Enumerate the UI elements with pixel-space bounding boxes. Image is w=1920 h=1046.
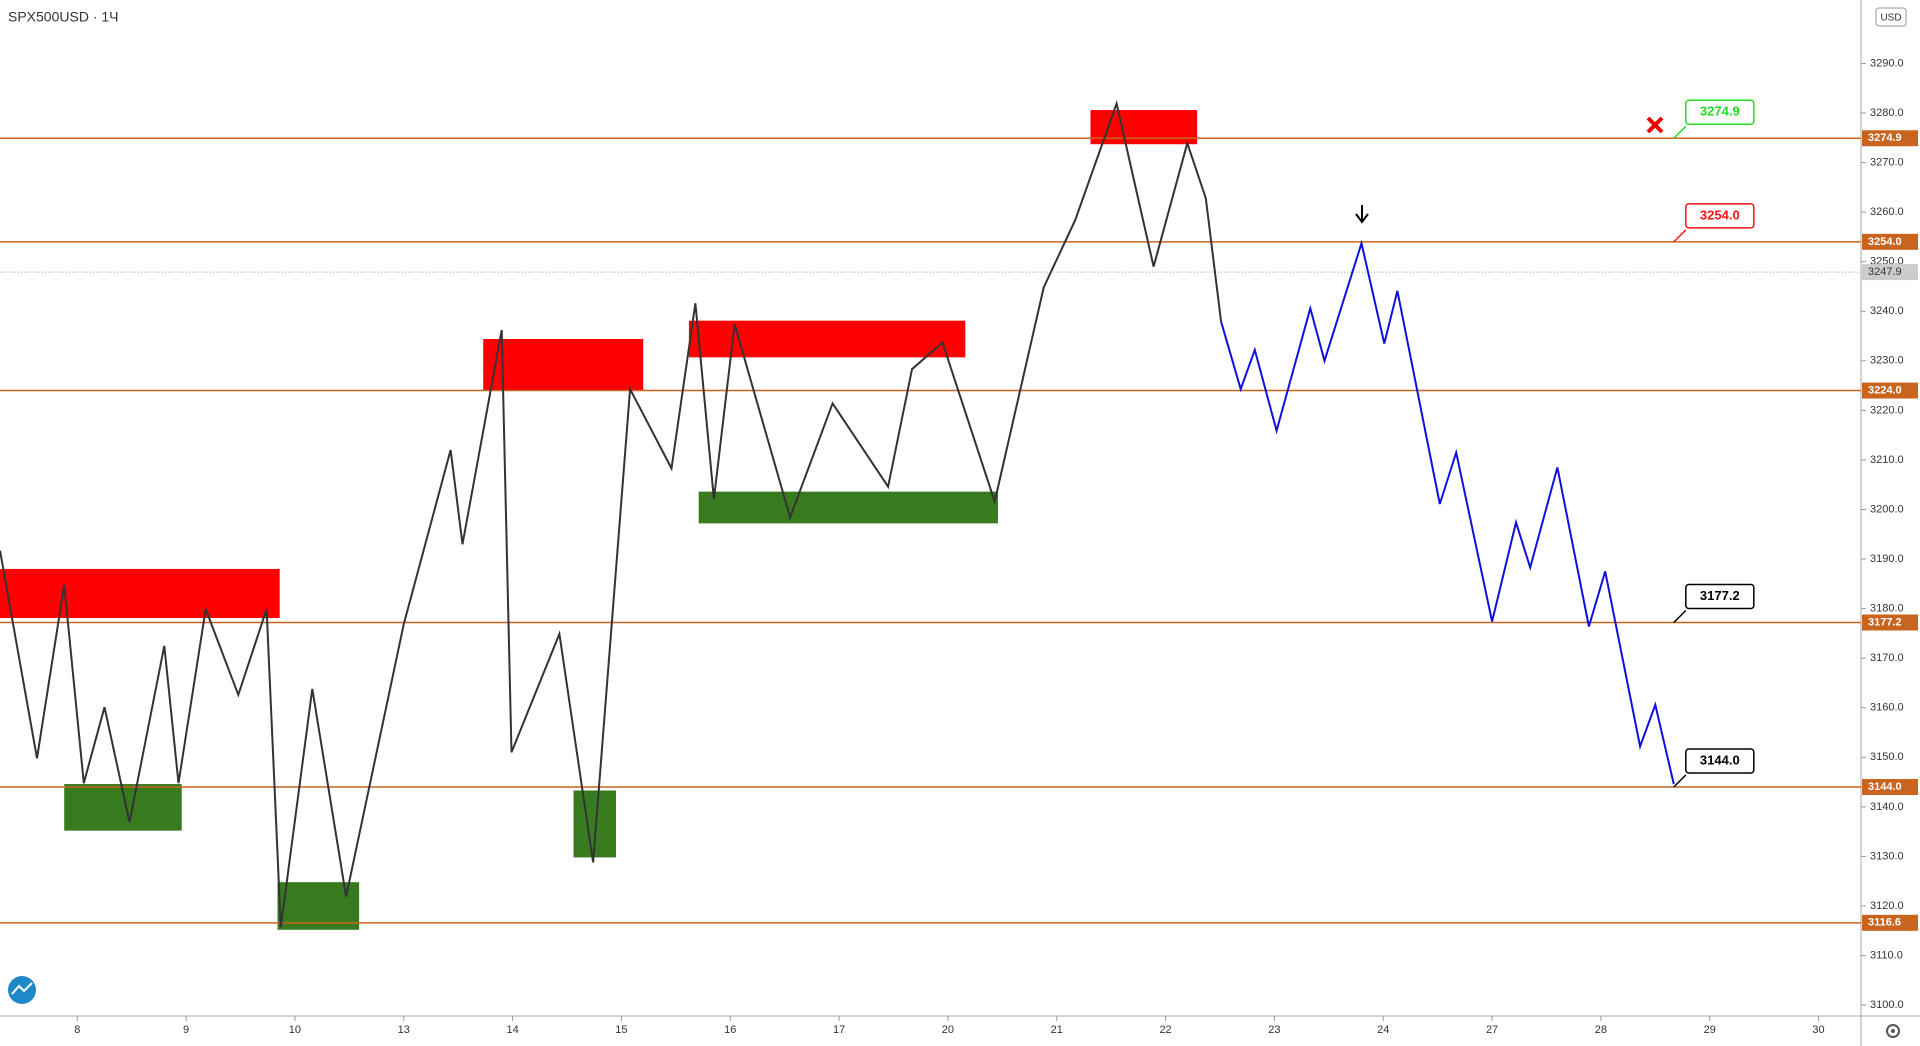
y-tick-label: 3280.0 <box>1870 107 1904 119</box>
chart-title: SPX500USD · 1Ч <box>8 9 119 25</box>
x-tick-label: 17 <box>833 1024 845 1036</box>
x-tick-label: 8 <box>74 1024 80 1036</box>
price-line <box>1220 239 1675 785</box>
x-tick-label: 9 <box>183 1024 189 1036</box>
level-tag-label: 3254.0 <box>1868 236 1902 248</box>
x-tick-label: 27 <box>1486 1024 1498 1036</box>
price-line <box>0 100 1223 928</box>
zone <box>698 491 998 524</box>
target-box <box>1685 748 1755 774</box>
target-label: 3274.9 <box>1700 104 1740 119</box>
x-tick-label: 23 <box>1268 1024 1280 1036</box>
logo[interactable] <box>8 976 36 1004</box>
sell-arrow <box>1355 205 1369 224</box>
level-tag <box>1862 130 1918 147</box>
target-leader <box>1673 774 1687 788</box>
y-tick-label: 3210.0 <box>1870 454 1904 466</box>
x-tick-label: 14 <box>506 1024 518 1036</box>
target-label: 3177.2 <box>1700 588 1740 603</box>
y-tick-label: 3130.0 <box>1870 850 1904 862</box>
y-tick-label: 3170.0 <box>1870 652 1904 664</box>
level-tag-label: 3116.6 <box>1868 917 1901 929</box>
last-price-label: 3247.9 <box>1868 266 1902 278</box>
level-tag <box>1862 233 1918 250</box>
level-tag <box>1862 779 1918 796</box>
target-label: 3144.0 <box>1700 752 1740 767</box>
target-box <box>1685 583 1755 610</box>
level-tag <box>1862 382 1918 399</box>
y-tick-label: 3180.0 <box>1870 603 1904 615</box>
currency-box[interactable] <box>1875 7 1907 27</box>
target-leader <box>1673 125 1687 139</box>
zone <box>1090 110 1198 145</box>
last-price-tag <box>1862 264 1918 281</box>
x-tick-label: 24 <box>1377 1024 1389 1036</box>
target-box <box>1685 99 1755 126</box>
x-tick-label: 21 <box>1051 1024 1063 1036</box>
y-tick-label: 3260.0 <box>1870 206 1904 218</box>
zone <box>483 338 644 391</box>
x-tick-label: 13 <box>398 1024 410 1036</box>
x-tick-label: 20 <box>942 1024 954 1036</box>
y-tick-label: 3150.0 <box>1870 751 1904 763</box>
x-tick-label: 15 <box>615 1024 627 1036</box>
target-leader <box>1673 229 1687 243</box>
zone <box>0 568 280 619</box>
y-tick-label: 3110.0 <box>1870 949 1903 961</box>
x-tick-label: 16 <box>724 1024 736 1036</box>
y-tick-label: 3190.0 <box>1870 553 1904 565</box>
settings-icon[interactable] <box>1886 1024 1900 1038</box>
level-tag-label: 3177.2 <box>1868 616 1902 628</box>
x-tick-label: 28 <box>1595 1024 1607 1036</box>
y-tick-label: 3140.0 <box>1870 801 1904 813</box>
cross-marker <box>1646 116 1664 134</box>
level-tag-label: 3144.0 <box>1868 781 1902 793</box>
y-tick-label: 3230.0 <box>1870 355 1904 367</box>
x-tick-label: 30 <box>1812 1024 1824 1036</box>
level-tag-label: 3224.0 <box>1868 384 1902 396</box>
target-leader <box>1673 609 1687 624</box>
target-label: 3254.0 <box>1700 207 1740 222</box>
level-tag <box>1862 914 1918 931</box>
y-tick-label: 3160.0 <box>1870 702 1904 714</box>
level-tag <box>1862 614 1918 631</box>
y-tick-label: 3220.0 <box>1870 404 1904 416</box>
y-tick-label: 3240.0 <box>1870 305 1904 317</box>
y-tick-label: 3100.0 <box>1870 999 1904 1011</box>
currency: USD <box>1880 13 1901 24</box>
y-tick-label: 3120.0 <box>1870 900 1904 912</box>
y-tick-label: 3290.0 <box>1870 57 1904 69</box>
x-tick-label: 10 <box>289 1024 301 1036</box>
x-tick-label: 29 <box>1704 1024 1716 1036</box>
y-tick-label: 3270.0 <box>1870 156 1904 168</box>
x-tick-label: 22 <box>1159 1024 1171 1036</box>
level-tag-label: 3274.9 <box>1868 132 1902 144</box>
y-tick-label: 3200.0 <box>1870 503 1904 515</box>
target-box <box>1685 203 1755 229</box>
